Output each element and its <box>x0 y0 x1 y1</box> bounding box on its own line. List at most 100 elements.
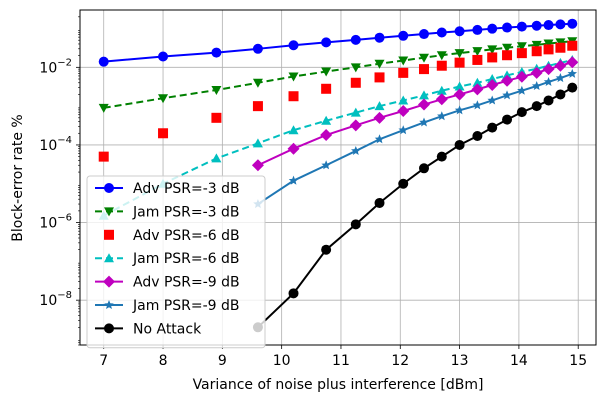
data-point <box>472 24 483 35</box>
data-point <box>398 67 409 78</box>
legend-marker <box>104 229 114 240</box>
data-point <box>487 95 497 105</box>
series-0 <box>98 18 578 67</box>
x-tick-label: 7 <box>99 353 108 369</box>
legend-label: Adv PSR=-3 dB <box>133 181 240 197</box>
x-tick-label: 13 <box>451 353 469 369</box>
data-point <box>487 74 498 84</box>
data-point <box>472 77 483 87</box>
legend-item: No Attack <box>95 321 202 337</box>
data-point <box>502 50 513 61</box>
data-point <box>419 29 429 40</box>
data-point <box>398 30 409 41</box>
data-point <box>374 72 385 83</box>
data-point <box>487 52 498 63</box>
data-point <box>487 122 498 133</box>
x-tick-label: 12 <box>391 353 409 369</box>
data-point <box>350 63 361 73</box>
data-point <box>454 26 465 37</box>
series-6 <box>252 82 578 333</box>
x-tick-label: 10 <box>273 353 291 369</box>
legend-marker <box>104 323 114 334</box>
x-tick-label: 14 <box>510 353 528 369</box>
data-point <box>530 66 543 79</box>
data-point <box>350 34 361 45</box>
legend-marker <box>104 207 114 217</box>
data-point <box>472 47 483 57</box>
data-point <box>516 21 527 32</box>
legend-label: Jam PSR=-9 dB <box>132 298 239 314</box>
data-point <box>287 142 300 155</box>
data-point <box>419 64 429 75</box>
legend: Adv PSR=-3 dB Jam PSR=-3 dB Adv PSR=-6 dB J… <box>86 175 266 349</box>
data-point <box>419 117 429 127</box>
data-point <box>436 151 447 162</box>
data-point <box>531 101 542 112</box>
data-point <box>321 67 332 77</box>
legend-label: Jam PSR=-6 dB <box>132 251 239 267</box>
data-point <box>517 85 527 95</box>
legend-marker <box>103 275 115 288</box>
legend-label: Adv PSR=-9 dB <box>133 275 240 291</box>
data-point <box>531 40 542 50</box>
data-point <box>321 83 332 94</box>
data-point <box>543 20 554 31</box>
data-point <box>531 81 542 91</box>
data-point <box>554 59 567 72</box>
data-point <box>543 44 554 55</box>
data-point <box>501 74 514 87</box>
data-point <box>453 88 466 101</box>
legend-label: Adv PSR=-6 dB <box>133 228 240 244</box>
data-point <box>567 82 578 93</box>
data-point <box>374 59 385 69</box>
y-axis-label: Block-error rate % <box>10 114 26 241</box>
data-point <box>516 42 527 52</box>
data-point <box>542 63 555 76</box>
data-point <box>567 40 578 51</box>
data-point <box>419 90 429 100</box>
x-axis-ticks: 7 8 9 10 11 12 13 14 15 <box>99 345 587 369</box>
x-tick-label: 11 <box>332 353 350 369</box>
data-point <box>251 159 264 172</box>
data-point <box>454 139 465 150</box>
data-point <box>555 42 566 53</box>
data-point <box>211 112 222 123</box>
data-point <box>543 39 554 49</box>
data-point <box>211 86 222 96</box>
legend-item: Jam PSR=-9 dB <box>95 298 239 314</box>
data-point <box>158 128 169 139</box>
data-point <box>398 95 409 105</box>
data-point <box>502 43 513 53</box>
data-point <box>436 27 447 38</box>
data-point <box>419 53 429 63</box>
data-point <box>398 56 409 66</box>
data-point <box>555 19 566 30</box>
data-point <box>374 197 385 208</box>
data-point <box>98 56 109 67</box>
data-point <box>566 56 579 69</box>
data-point <box>487 45 498 55</box>
data-point <box>531 46 542 57</box>
data-point <box>211 153 222 163</box>
legend-item: Jam PSR=-3 dB <box>95 204 239 220</box>
y-axis-ticks: 10−8 10−6 10−4 10−2 <box>39 16 80 346</box>
data-point <box>321 244 332 255</box>
x-axis-label: Variance of noise plus interference [dBm… <box>193 377 484 393</box>
data-point <box>486 79 499 92</box>
data-point <box>252 43 263 54</box>
data-point <box>158 94 169 104</box>
data-point <box>374 134 385 144</box>
data-point <box>555 89 566 100</box>
legend-label: No Attack <box>133 321 202 337</box>
data-point <box>288 40 299 51</box>
data-point <box>502 22 513 33</box>
legend-label: Jam PSR=-3 dB <box>132 204 239 220</box>
data-point <box>288 91 299 102</box>
data-point <box>288 175 299 185</box>
data-point <box>516 48 527 59</box>
data-point <box>472 131 483 142</box>
data-point <box>374 101 385 111</box>
legend-item: Adv PSR=-9 dB <box>95 275 240 291</box>
series-4 <box>251 56 579 172</box>
